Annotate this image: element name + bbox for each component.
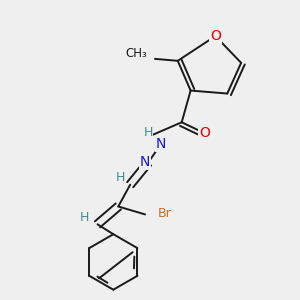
Text: N: N [140,155,150,169]
Text: O: O [210,29,221,43]
Text: O: O [199,126,210,140]
Text: H: H [143,126,153,139]
Text: Br: Br [158,207,172,220]
Text: CH₃: CH₃ [125,47,147,60]
Text: H: H [116,171,125,184]
Text: N: N [156,137,166,151]
Text: H: H [80,211,89,224]
